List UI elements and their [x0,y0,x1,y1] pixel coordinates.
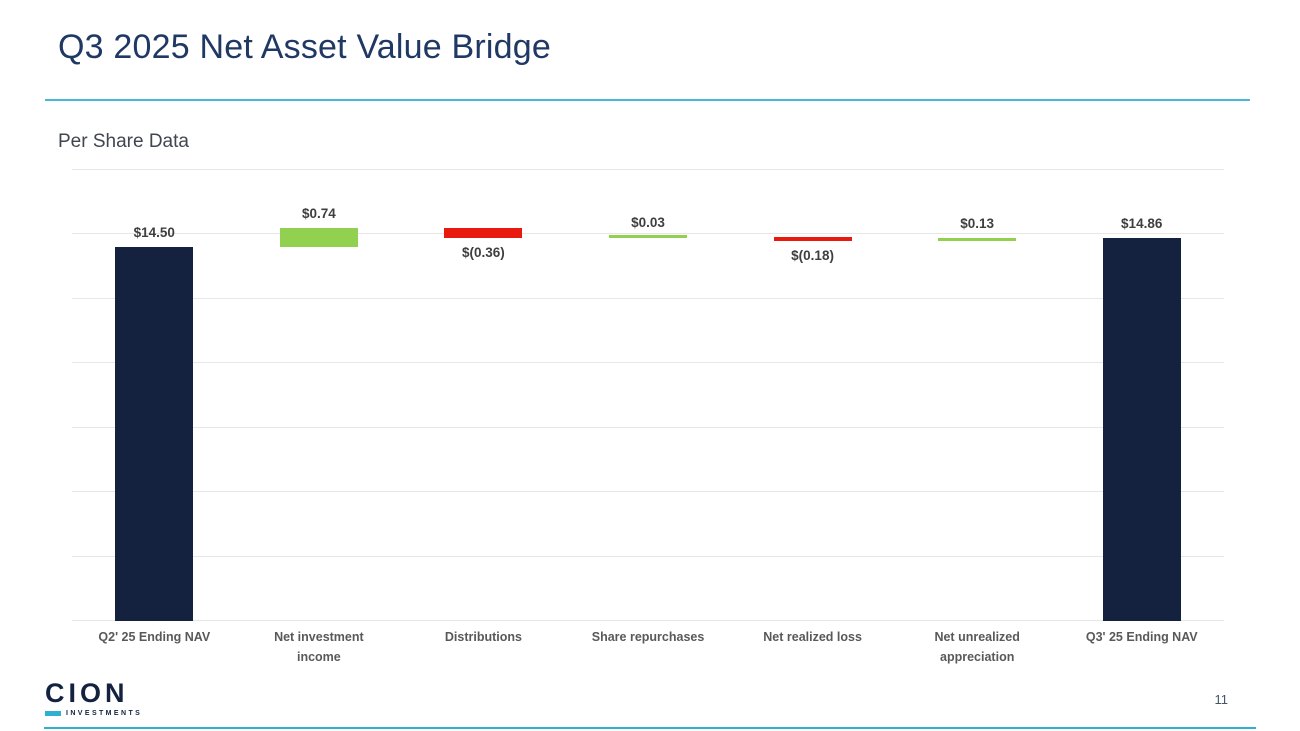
page-title: Q3 2025 Net Asset Value Bridge [58,28,552,66]
bar-value-label: $0.03 [631,214,665,230]
logo-wordmark: CION [45,678,129,708]
gridline [72,426,1224,428]
waterfall-bar-increase [938,238,1017,242]
gridline [72,362,1224,364]
gridline [72,233,1224,235]
waterfall-bar-total [1102,238,1181,621]
waterfall-bar-increase [609,234,687,238]
category-label: Share repurchases [591,630,705,644]
category-label: Distributions [444,630,522,644]
waterfall-bar-total [115,247,194,621]
gridline [72,620,1224,621]
waterfall-bar-increase [279,228,358,248]
gridline [72,297,1224,299]
category-label: Net unrealized appreciation [934,630,1020,664]
category-label: Net investment income [274,630,364,664]
logo-subtext: INVESTMENTS [66,710,143,717]
gridline [72,555,1224,557]
title-divider [45,99,1250,101]
waterfall-bar-decrease [444,228,523,238]
cion-logo: CION INVESTMENTS [45,680,142,717]
bar-value-label: $14.86 [1121,216,1163,232]
bar-value-label: $0.13 [960,216,995,232]
category-label: Q2' 25 Ending NAV [98,630,211,644]
gridline [72,169,1224,170]
bar-value-label: $14.50 [133,225,175,241]
gridline [72,491,1224,493]
waterfall-bar-decrease [773,236,852,242]
bar-value-label: $0.74 [301,206,336,222]
chart-subtitle: Per Share Data [58,131,189,152]
category-label: Net realized loss [763,630,862,644]
logo-teal-dash [45,711,61,716]
plot-area: $14.50 $0.74 $(0.36) $0.03 $(0.18) $0.13 $14.8… [72,169,1224,621]
category-label: Q3' 25 Ending NAV [1085,630,1198,644]
x-axis-labels: Q2' 25 Ending NAV Net investment income Di… [72,627,1224,667]
bar-value-label: $(0.18) [791,248,834,264]
page-number: 11 [1214,692,1229,707]
bar-value-label: $(0.36) [462,244,505,260]
footer-divider [44,727,1256,729]
